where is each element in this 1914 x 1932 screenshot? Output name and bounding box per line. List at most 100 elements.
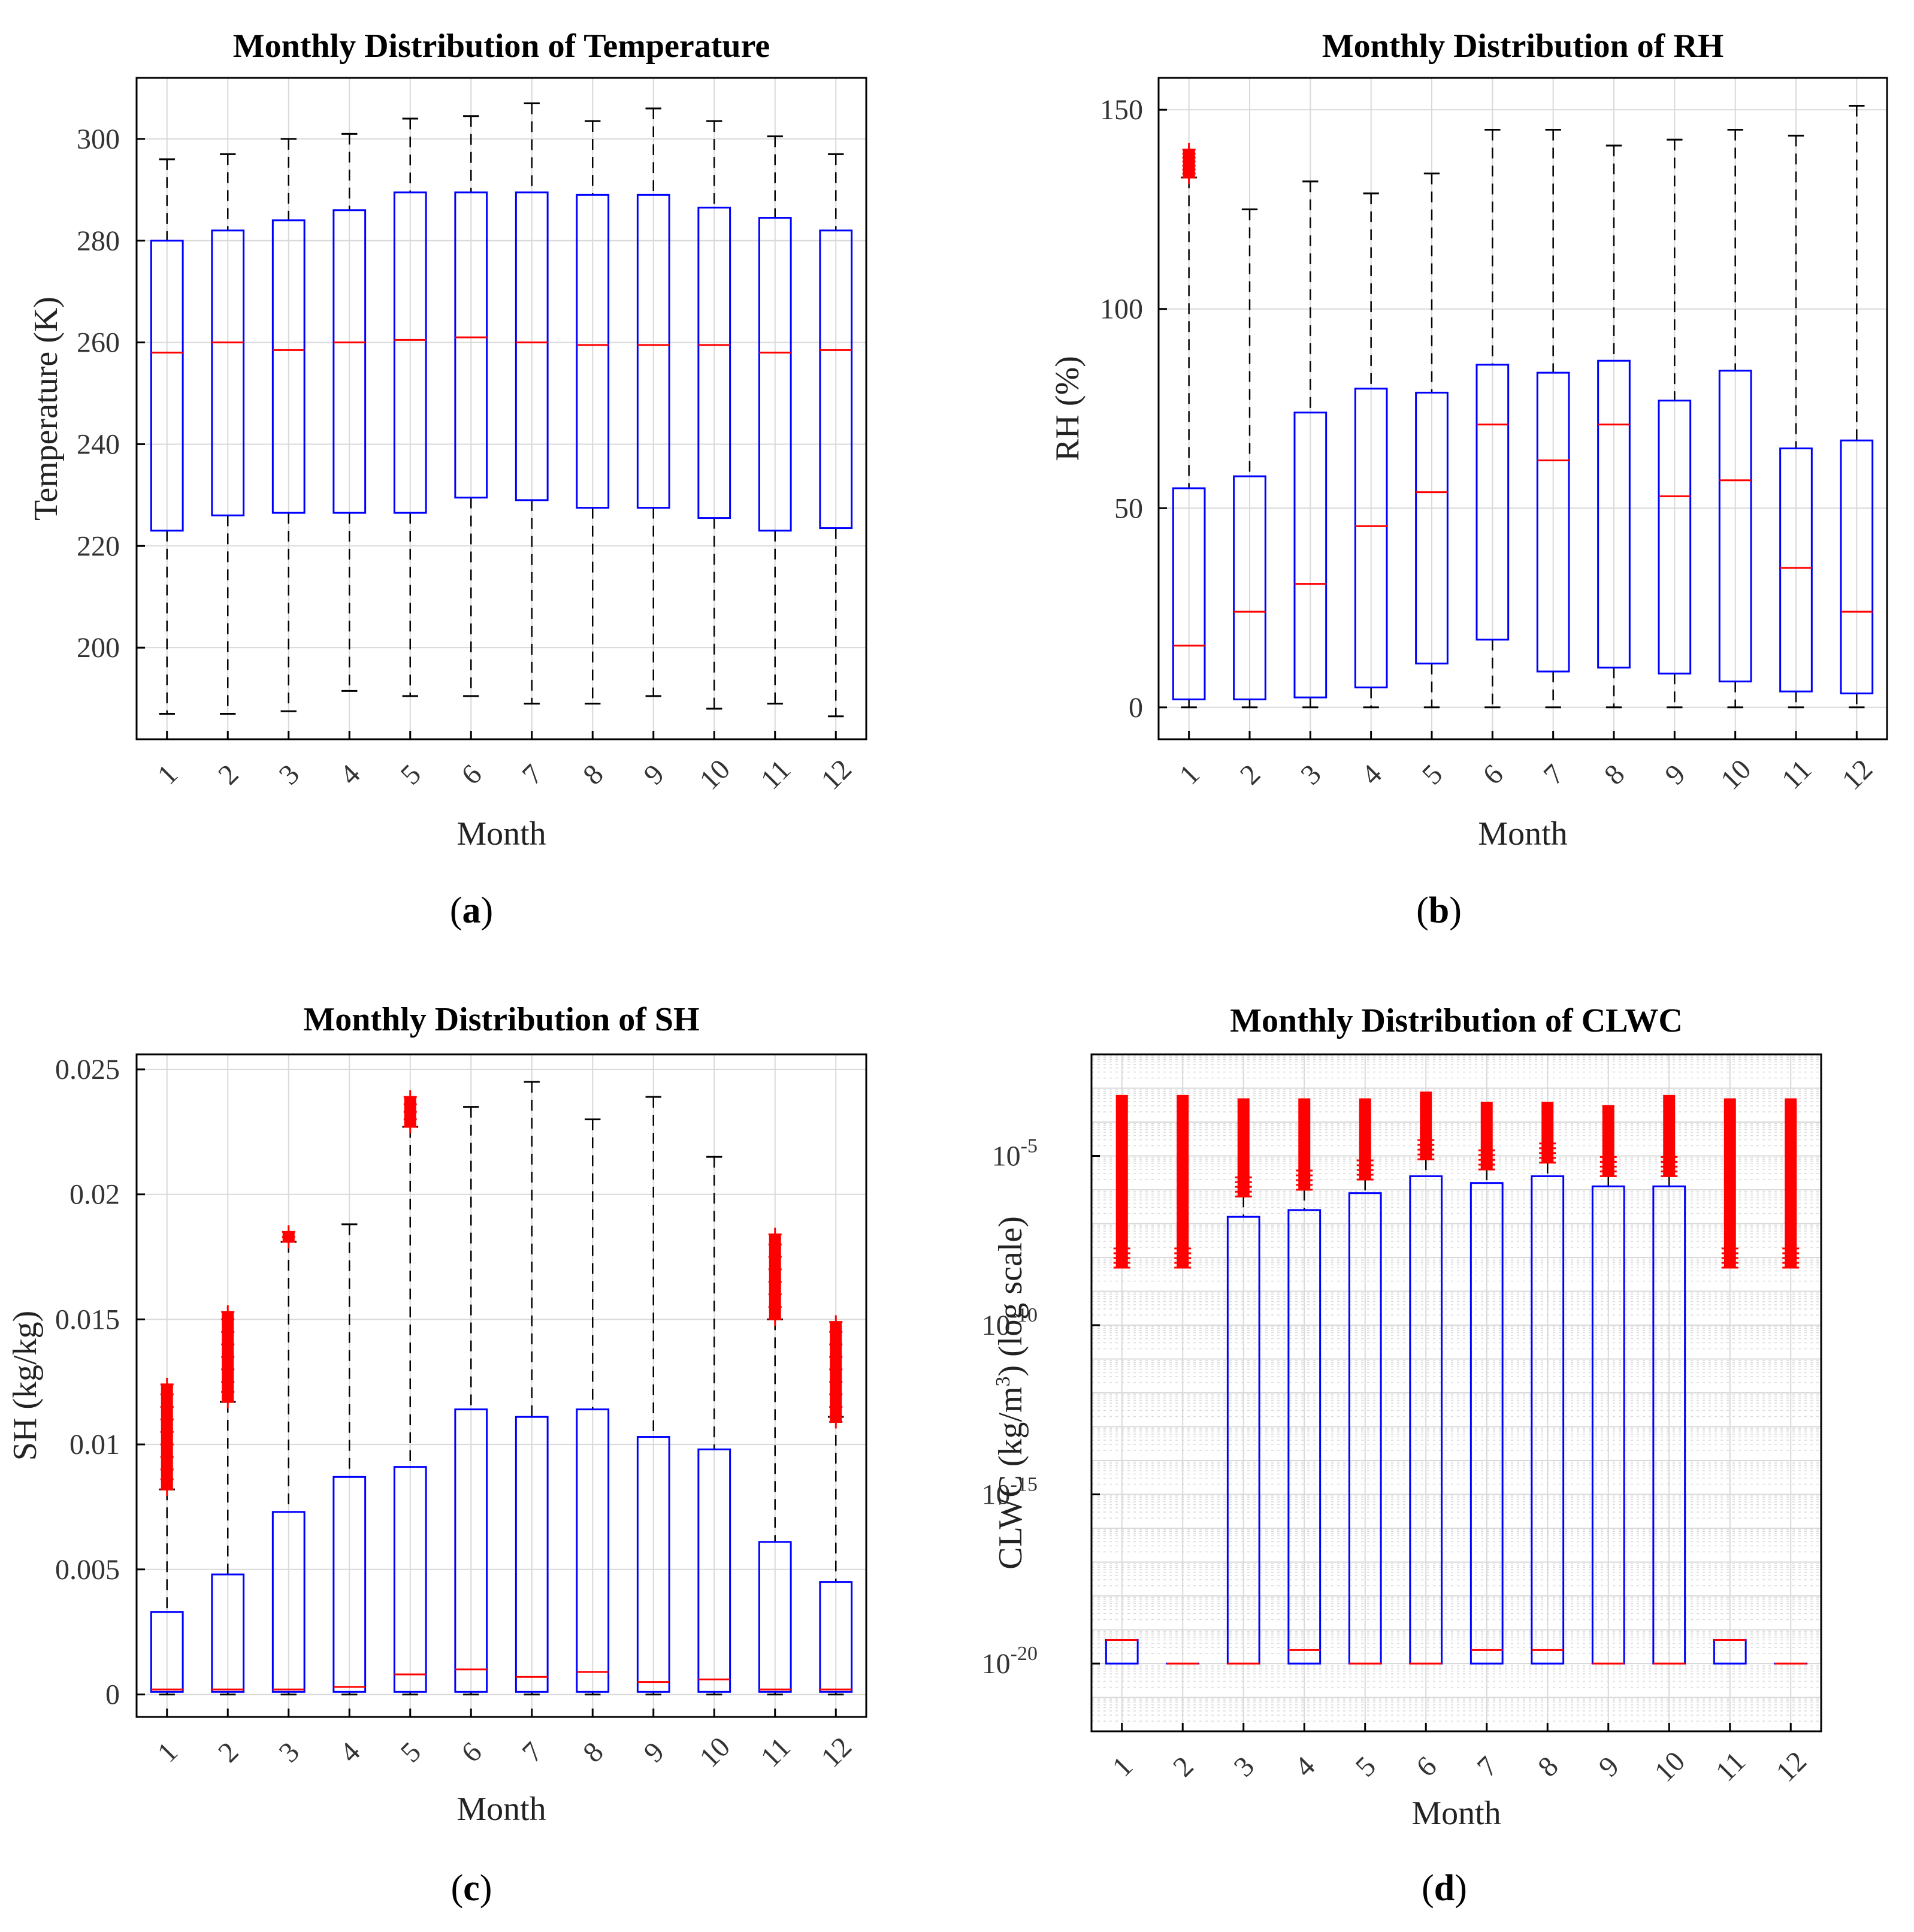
caption-paren: ( <box>1422 1868 1434 1909</box>
x-tick-label: 1 <box>1173 758 1205 791</box>
box-month-1 <box>1105 1095 1139 1665</box>
outlier-cluster <box>222 1311 234 1402</box>
caption-paren: ) <box>481 890 494 931</box>
iqr-box <box>819 1581 853 1693</box>
x-tick-label: 4 <box>1289 1750 1321 1783</box>
x-axis-label: Month <box>1478 815 1567 852</box>
chart-title: Monthly Distribution of CLWC <box>1230 1002 1683 1039</box>
axes-frame <box>1157 77 1888 740</box>
panel-caption: (b) <box>1416 890 1462 931</box>
outlier-cluster <box>1298 1098 1311 1190</box>
x-tick-label: 1 <box>152 1736 184 1768</box>
x-tick-label: 10 <box>1715 753 1757 796</box>
iqr-box <box>1779 448 1813 693</box>
box-month-8 <box>1597 144 1631 709</box>
outlier-cluster <box>1237 1098 1250 1197</box>
x-tick-label: 4 <box>334 758 366 791</box>
iqr-box <box>697 1448 731 1693</box>
x-tick-label: 6 <box>1477 758 1509 791</box>
x-tick-label: 5 <box>395 758 427 791</box>
x-tick-label: 8 <box>577 1736 609 1768</box>
caption-paren: ) <box>1449 890 1462 931</box>
x-tick-label: 9 <box>1659 758 1691 791</box>
caption-letter: b <box>1429 890 1449 931</box>
iqr-box <box>454 191 488 499</box>
box-month-6 <box>454 115 488 697</box>
iqr-box <box>576 193 610 509</box>
x-tick-label: 2 <box>1167 1750 1199 1783</box>
iqr-box <box>1658 400 1692 675</box>
caption-letter: d <box>1434 1868 1455 1909</box>
boxplots <box>150 1081 853 1695</box>
x-tick-label: 3 <box>273 1736 306 1768</box>
y-tick-label: 280 <box>77 225 120 257</box>
x-tick-label: 10 <box>694 1731 736 1773</box>
x-tick-label: 7 <box>1537 758 1570 791</box>
x-tick-label: 3 <box>1295 758 1327 791</box>
y-tick-base: 10 <box>982 1648 1011 1680</box>
x-tick-label: 8 <box>577 758 609 791</box>
box-month-2 <box>211 153 245 715</box>
box-month-6 <box>454 1106 488 1695</box>
iqr-box <box>1475 364 1510 641</box>
x-tick-label: 10 <box>694 753 736 796</box>
x-tick-label: 6 <box>455 758 488 791</box>
y-tick-label: 260 <box>77 327 120 359</box>
y-tick-label: 10-15 <box>982 1474 1038 1511</box>
box-month-11 <box>758 135 792 705</box>
outlier-cluster <box>1785 1098 1797 1268</box>
outlier-cluster <box>1115 1095 1128 1268</box>
outlier-cluster <box>1359 1098 1371 1180</box>
outlier-cluster <box>1420 1092 1432 1160</box>
x-tick-label: 2 <box>212 1736 244 1768</box>
outlier-cluster <box>1663 1095 1676 1177</box>
iqr-box <box>1597 359 1631 669</box>
box-month-4 <box>332 1223 367 1695</box>
box-month-3 <box>1226 1098 1260 1665</box>
outlier-cluster <box>1723 1098 1736 1268</box>
x-axis: 1 2 3 4 5 6 7 8 9 10 11 12 <box>1173 731 1879 796</box>
y-tick-label: 0.02 <box>69 1179 120 1211</box>
y-tick-label: 240 <box>77 428 120 460</box>
x-tick-label: 4 <box>1355 758 1387 791</box>
iqr-box <box>636 1436 670 1693</box>
x-tick-label: 9 <box>1593 1750 1625 1783</box>
outlier-cluster <box>1480 1102 1493 1170</box>
box-month-8 <box>1531 1102 1565 1665</box>
y-axis-label: Temperature (K) <box>28 297 65 521</box>
y-tick-label: 300 <box>77 123 120 155</box>
iqr-box <box>758 1541 792 1693</box>
iqr-box <box>150 240 184 532</box>
boxplots <box>1105 1092 1808 1665</box>
x-tick-label: 10 <box>1649 1745 1691 1788</box>
x-axis-label: Month <box>456 1791 546 1828</box>
box-month-4 <box>332 132 367 692</box>
box-month-6 <box>1409 1092 1443 1665</box>
iqr-box <box>332 1476 367 1693</box>
x-axis-label: Month <box>1411 1795 1501 1832</box>
y-tick-label: 10-20 <box>982 1643 1038 1680</box>
iqr-box <box>271 1511 306 1693</box>
boxplots <box>150 102 853 718</box>
y-tick-label: 0.01 <box>69 1429 120 1461</box>
iqr-box <box>1536 371 1570 673</box>
grid <box>137 78 866 739</box>
box-month-1 <box>150 158 184 715</box>
chart-title: Monthly Distribution of SH <box>303 1001 699 1038</box>
box-month-12 <box>819 153 853 718</box>
panel-caption: (c) <box>451 1868 492 1909</box>
x-tick-label: 9 <box>638 758 670 791</box>
y-tick-label: 0.025 <box>55 1054 120 1086</box>
box-month-8 <box>576 1118 610 1695</box>
x-axis: 1 2 3 4 5 6 7 8 9 10 11 12 <box>152 1709 858 1774</box>
iqr-box <box>211 229 245 516</box>
chart-title: Monthly Distribution of RH <box>1322 28 1724 65</box>
grid <box>137 1054 866 1717</box>
box-month-9 <box>636 107 670 697</box>
iqr-box <box>1469 1182 1504 1665</box>
iqr-box <box>819 229 853 530</box>
